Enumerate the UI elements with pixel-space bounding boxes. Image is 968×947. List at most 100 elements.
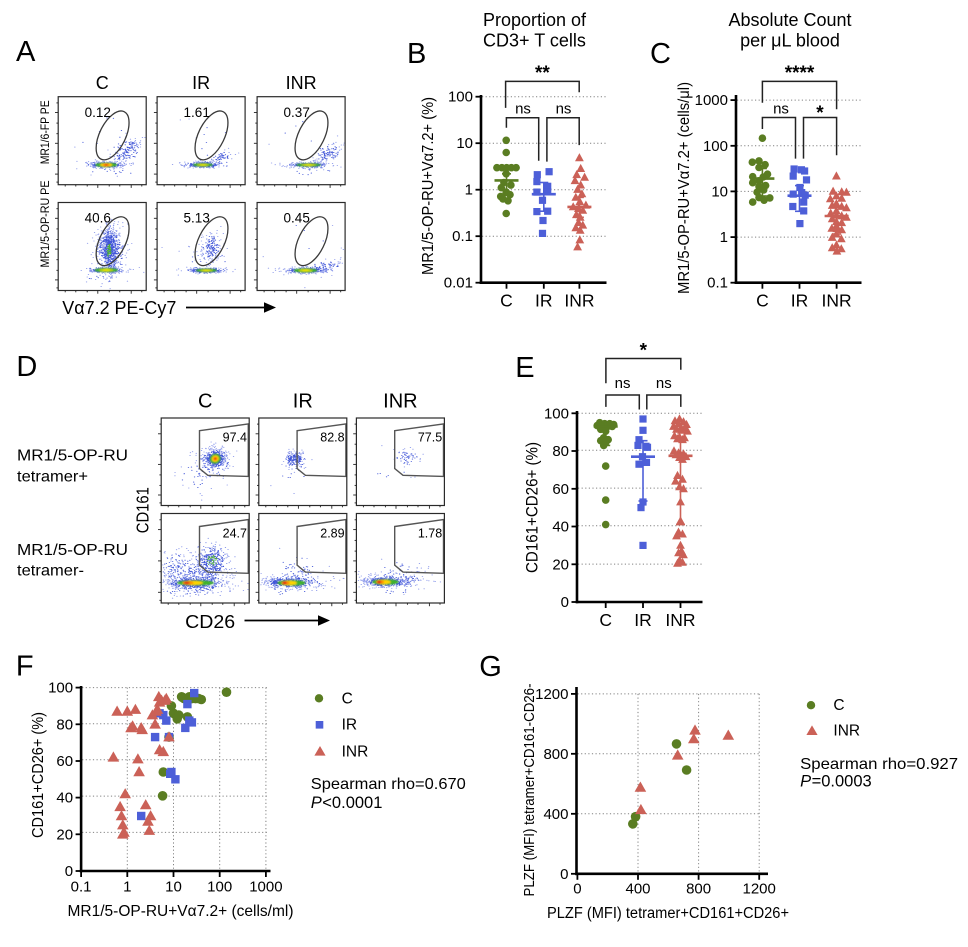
svg-text:Absolute Count: Absolute Count <box>728 10 851 30</box>
svg-text:1200: 1200 <box>743 881 776 898</box>
svg-text:0: 0 <box>573 881 581 898</box>
svg-text:Vα7.2 PE-Cy7: Vα7.2 PE-Cy7 <box>62 297 176 318</box>
svg-text:24.7: 24.7 <box>223 527 247 541</box>
svg-text:1000: 1000 <box>249 879 282 896</box>
svg-text:0.12: 0.12 <box>85 105 111 120</box>
svg-text:0: 0 <box>560 866 568 883</box>
svg-text:400: 400 <box>543 806 568 823</box>
svg-text:C: C <box>833 697 844 714</box>
svg-text:A: A <box>16 36 36 68</box>
svg-text:C: C <box>96 73 109 93</box>
svg-text:0.1: 0.1 <box>707 275 728 292</box>
svg-text:INR: INR <box>822 291 852 311</box>
svg-text:0.45: 0.45 <box>284 211 310 226</box>
svg-text:80: 80 <box>552 443 569 460</box>
svg-text:INR: INR <box>665 610 695 630</box>
svg-text:C: C <box>342 690 353 707</box>
svg-text:60: 60 <box>56 753 73 770</box>
svg-text:100: 100 <box>448 89 473 106</box>
svg-text:=0.0003: =0.0003 <box>812 772 872 790</box>
svg-text:ns: ns <box>773 101 789 118</box>
svg-text:IR: IR <box>535 291 553 311</box>
svg-text:800: 800 <box>543 746 568 763</box>
svg-text:10: 10 <box>456 135 473 152</box>
svg-text:P: P <box>311 794 322 812</box>
svg-text:0: 0 <box>65 863 73 880</box>
svg-text:100: 100 <box>703 138 728 155</box>
svg-text:MR1/6-FP PE: MR1/6-FP PE <box>38 100 52 164</box>
svg-text:Proportion of: Proportion of <box>483 10 587 30</box>
svg-text:*: * <box>816 103 824 124</box>
svg-text:0.01: 0.01 <box>444 275 473 292</box>
svg-text:per μL blood: per μL blood <box>740 31 840 51</box>
svg-text:10: 10 <box>165 879 182 896</box>
svg-text:100: 100 <box>48 680 73 697</box>
svg-text:tetramer-: tetramer- <box>17 563 84 580</box>
svg-text:ns: ns <box>556 101 572 118</box>
svg-text:CD161+CD26+ (%): CD161+CD26+ (%) <box>30 712 47 838</box>
svg-text:C: C <box>599 610 612 630</box>
svg-text:0.37: 0.37 <box>284 105 310 120</box>
svg-text:IR: IR <box>293 391 313 413</box>
svg-text:C: C <box>198 391 212 413</box>
svg-text:1.78: 1.78 <box>418 527 442 541</box>
svg-text:60: 60 <box>552 481 569 498</box>
svg-text:G: G <box>479 651 502 683</box>
svg-text:40: 40 <box>552 519 569 536</box>
svg-text:IR: IR <box>192 73 210 93</box>
svg-text:IR: IR <box>342 717 358 734</box>
svg-text:MR1/5-OP-RU: MR1/5-OP-RU <box>17 542 128 559</box>
svg-text:1200: 1200 <box>535 686 568 703</box>
svg-text:MR1/5-OP-RU: MR1/5-OP-RU <box>17 448 128 465</box>
svg-text:C: C <box>500 291 513 311</box>
svg-text:F: F <box>16 651 34 683</box>
svg-text:100: 100 <box>207 879 232 896</box>
svg-text:ns: ns <box>615 375 631 392</box>
svg-text:5.13: 5.13 <box>184 211 210 226</box>
svg-text:40.6: 40.6 <box>85 211 111 226</box>
svg-text:IR: IR <box>634 610 652 630</box>
svg-text:C: C <box>650 38 671 70</box>
svg-text:INR: INR <box>564 291 594 311</box>
svg-text:PLZF (MFI) tetramer+CD161-CD26: PLZF (MFI) tetramer+CD161-CD26- <box>522 683 538 896</box>
svg-text:<0.0001: <0.0001 <box>322 794 382 812</box>
svg-text:E: E <box>515 352 534 384</box>
svg-text:Spearman rho=0.927: Spearman rho=0.927 <box>800 756 958 773</box>
svg-text:800: 800 <box>686 881 711 898</box>
svg-text:*: * <box>640 341 648 362</box>
svg-text:CD161+CD26+ (%): CD161+CD26+ (%) <box>524 442 542 573</box>
svg-text:Spearman rho=0.670: Spearman rho=0.670 <box>311 776 466 793</box>
svg-text:CD26: CD26 <box>185 611 235 632</box>
svg-text:2.89: 2.89 <box>320 527 344 541</box>
svg-text:**: ** <box>535 63 550 84</box>
svg-text:MR1/5-OP-RU+Vα7.2+ (cells/ml): MR1/5-OP-RU+Vα7.2+ (cells/ml) <box>68 903 294 920</box>
svg-text:MR1/5-OP-RU+Vα7.2+ (%): MR1/5-OP-RU+Vα7.2+ (%) <box>420 97 437 275</box>
svg-text:PLZF (MFI) tetramer+CD161+CD26: PLZF (MFI) tetramer+CD161+CD26+ <box>547 905 789 922</box>
svg-text:MR1/5-OP-RU PE: MR1/5-OP-RU PE <box>38 181 52 268</box>
svg-text:20: 20 <box>56 826 73 843</box>
svg-text:80: 80 <box>56 716 73 733</box>
svg-text:40: 40 <box>56 790 73 807</box>
svg-text:INR: INR <box>833 722 860 739</box>
svg-text:82.8: 82.8 <box>320 431 344 445</box>
svg-text:400: 400 <box>625 881 650 898</box>
svg-text:CD3+ T cells: CD3+ T cells <box>483 31 586 51</box>
svg-text:1: 1 <box>465 182 473 199</box>
svg-text:0: 0 <box>561 594 569 611</box>
svg-text:INR: INR <box>286 73 317 93</box>
svg-text:MR1/5-OP-RU+Vα7.2+ (cells/μl): MR1/5-OP-RU+Vα7.2+ (cells/μl) <box>676 82 693 294</box>
svg-text:CD161: CD161 <box>133 487 153 533</box>
svg-text:C: C <box>756 291 769 311</box>
svg-text:IR: IR <box>791 291 809 311</box>
svg-text:0.1: 0.1 <box>71 879 92 896</box>
svg-text:10: 10 <box>711 183 728 200</box>
svg-text:INR: INR <box>383 391 417 413</box>
svg-text:ns: ns <box>656 375 672 392</box>
svg-text:1: 1 <box>720 229 728 246</box>
svg-text:tetramer+: tetramer+ <box>17 469 88 486</box>
svg-text:1000: 1000 <box>695 92 728 109</box>
svg-text:D: D <box>16 351 37 383</box>
svg-text:100: 100 <box>544 405 569 422</box>
svg-text:B: B <box>407 38 426 70</box>
svg-text:20: 20 <box>552 556 569 573</box>
